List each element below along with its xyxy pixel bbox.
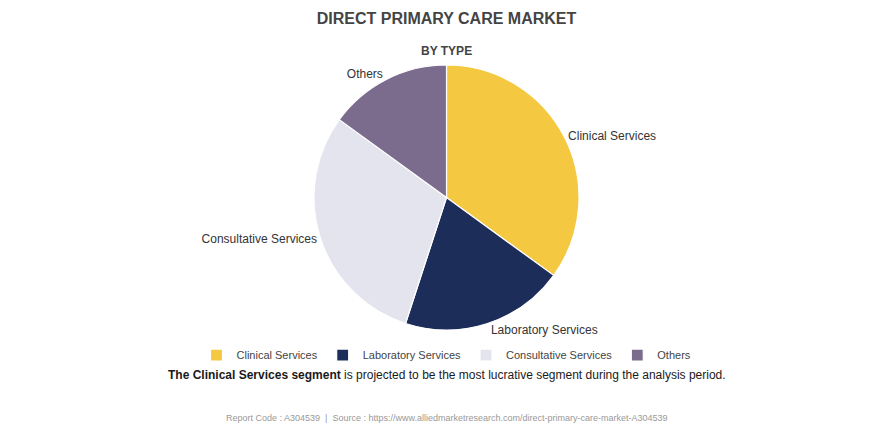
svg-text:Consultative Services: Consultative Services	[202, 232, 317, 246]
svg-text:Laboratory Services: Laboratory Services	[363, 349, 461, 361]
svg-text:Laboratory Services: Laboratory Services	[491, 323, 598, 337]
svg-text:Report Code : A304539 | Sour: Report Code : A304539 | Source : https:/…	[226, 413, 668, 423]
svg-text:BY TYPE: BY TYPE	[421, 44, 472, 58]
svg-text:The Clinical Services segment: The Clinical Services segment is project…	[168, 368, 726, 382]
svg-text:Others: Others	[347, 67, 383, 81]
svg-text:Others: Others	[657, 349, 691, 361]
svg-text:DIRECT PRIMARY CARE MARKET: DIRECT PRIMARY CARE MARKET	[317, 10, 577, 27]
svg-text:Consultative Services: Consultative Services	[506, 349, 612, 361]
svg-text:Clinical Services: Clinical Services	[237, 349, 318, 361]
svg-text:Clinical Services: Clinical Services	[568, 129, 656, 143]
